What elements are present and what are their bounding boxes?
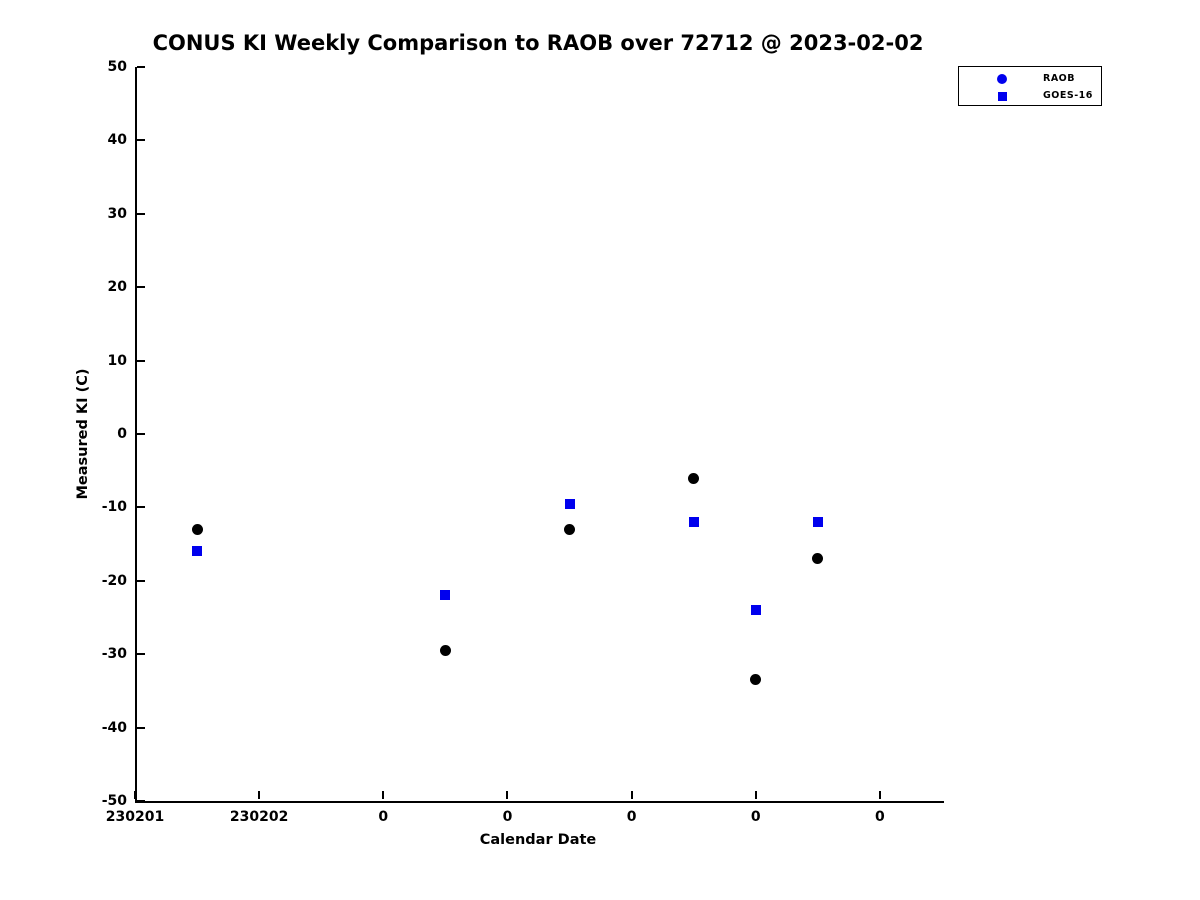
y-tick-label: -40 [101, 719, 127, 736]
y-tick-mark [137, 726, 145, 729]
x-tick-mark [754, 791, 757, 799]
x-tick-label: 0 [378, 809, 389, 825]
raob-point [750, 674, 762, 686]
y-tick-mark [137, 653, 145, 656]
y-tick-mark [137, 579, 145, 582]
y-tick-label: -20 [101, 572, 127, 589]
y-tick-label: 40 [107, 132, 127, 149]
goes16-point [440, 590, 451, 601]
x-tick-label: 0 [502, 809, 513, 825]
y-tick-mark [137, 139, 145, 142]
y-tick-mark [137, 506, 145, 509]
raob-circle-marker-icon [997, 74, 1007, 84]
x-tick-label: 230202 [229, 809, 289, 825]
x-tick-mark [630, 791, 633, 799]
goes16-point [564, 498, 575, 509]
legend-label-goes16: GOES-16 [1043, 90, 1093, 101]
x-tick-mark [382, 791, 385, 799]
goes16-point [192, 546, 203, 557]
legend: RAOB GOES-16 [958, 66, 1102, 106]
x-tick-mark [506, 791, 509, 799]
y-tick-label: 0 [117, 426, 127, 442]
x-tick-label: 0 [875, 809, 885, 825]
y-tick-label: -30 [101, 646, 127, 663]
y-tick-label: 30 [107, 205, 127, 222]
y-tick-label: -50 [101, 793, 127, 809]
legend-item-raob: RAOB [959, 71, 1101, 87]
plot-area [135, 67, 944, 803]
x-tick-mark [134, 791, 136, 799]
chart-title: CONUS KI Weekly Comparison to RAOB over … [152, 31, 924, 55]
x-axis-label: Calendar Date [479, 832, 597, 848]
goes16-point [750, 605, 761, 616]
raob-point [564, 523, 576, 535]
y-tick-mark [137, 212, 145, 215]
x-tick-label: 0 [750, 809, 761, 825]
legend-label-raob: RAOB [1043, 73, 1075, 84]
raob-point [812, 553, 824, 565]
raob-point [688, 472, 700, 484]
x-tick-label: 230201 [105, 809, 165, 825]
y-tick-label: 50 [107, 59, 127, 75]
x-tick-mark [878, 791, 881, 799]
y-tick-mark [137, 286, 145, 289]
y-tick-label: 20 [107, 279, 127, 296]
legend-item-goes16: GOES-16 [959, 88, 1101, 104]
x-tick-label: 0 [626, 809, 637, 825]
y-tick-label: -10 [101, 499, 127, 516]
goes16-point [812, 517, 823, 528]
goes16-square-marker-icon [998, 92, 1007, 101]
y-tick-mark [137, 433, 145, 435]
y-tick-mark [137, 66, 145, 68]
y-tick-label: 10 [107, 352, 127, 369]
y-tick-mark [137, 800, 145, 802]
raob-point [439, 645, 451, 657]
goes16-point [688, 517, 699, 528]
x-tick-mark [258, 791, 261, 799]
raob-point [191, 523, 203, 535]
y-tick-mark [137, 359, 145, 362]
